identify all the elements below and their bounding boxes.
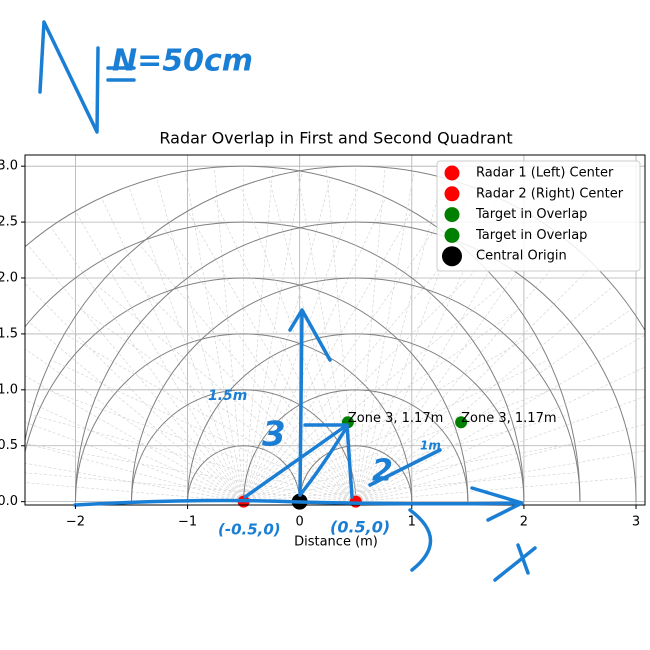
legend-marker <box>444 186 460 202</box>
y-tick-label: 1.0 <box>0 382 18 397</box>
legend-label: Radar 1 (Left) Center <box>476 166 614 181</box>
range-ring <box>131 389 357 502</box>
y-tick-label: 3.0 <box>0 159 18 174</box>
y-tick-label: 2.5 <box>0 215 18 230</box>
point-label: Zone 3, 1.17m <box>348 411 443 426</box>
range-ring <box>187 333 525 502</box>
y-tick-label: 2.0 <box>0 271 18 286</box>
legend-label: Central Origin <box>476 249 567 264</box>
beam-line <box>25 462 244 502</box>
legend: Radar 1 (Left) Center Radar 2 (Right) Cen… <box>436 160 641 272</box>
legend-label: Target in Overlap <box>475 228 587 243</box>
x-tick-label: 1 <box>408 515 416 530</box>
legend-marker <box>442 246 462 267</box>
x-tick-label: 0 <box>296 515 304 530</box>
handwritten-note: 1.5m <box>208 388 247 404</box>
chart-title: Radar Overlap in First and Second Quadra… <box>159 129 512 148</box>
x-axis-label: Distance (m) <box>294 535 378 550</box>
beam-line <box>25 375 244 502</box>
range-ring <box>131 277 581 502</box>
range-ring <box>243 389 469 502</box>
handwritten-note: N=50cm <box>112 44 253 79</box>
point-label: Zone 3, 1.17m <box>461 411 556 426</box>
range-ring <box>187 445 301 502</box>
beam-line <box>355 450 645 502</box>
plot-frame <box>24 154 646 506</box>
range-ring <box>25 277 469 502</box>
x-tick-label: −2 <box>66 515 85 530</box>
legend-marker <box>444 207 460 223</box>
beam-line <box>355 396 645 502</box>
range-ring <box>299 445 413 502</box>
range-ring <box>25 221 525 502</box>
legend-marker <box>444 227 460 243</box>
y-tick-label: 1.5 <box>0 326 18 341</box>
handwritten-note: 3 <box>262 415 286 455</box>
range-ring <box>74 221 637 502</box>
handwritten-note: (0.5,0) <box>330 518 390 537</box>
x-tick-label: 3 <box>632 515 640 530</box>
legend-label: Radar 2 (Right) Center <box>476 186 624 201</box>
beam-line <box>25 482 244 502</box>
legend-box <box>436 160 641 272</box>
y-tick-label: 0.0 <box>0 494 18 509</box>
range-ring <box>25 165 581 502</box>
x-tick-label: 2 <box>520 515 528 530</box>
point <box>455 416 468 429</box>
handwritten-note: 1m <box>420 439 441 453</box>
handwritten-note: (-0.5,0) <box>218 521 281 539</box>
handwritten-strokes <box>38 20 537 582</box>
handwritten-note: 2 <box>372 454 393 489</box>
range-ring <box>25 165 645 444</box>
legend-marker <box>444 165 460 181</box>
legend-label: Target in Overlap <box>475 207 587 222</box>
y-tick-label: 0.5 <box>0 438 18 453</box>
x-tick-label: −1 <box>178 515 197 530</box>
